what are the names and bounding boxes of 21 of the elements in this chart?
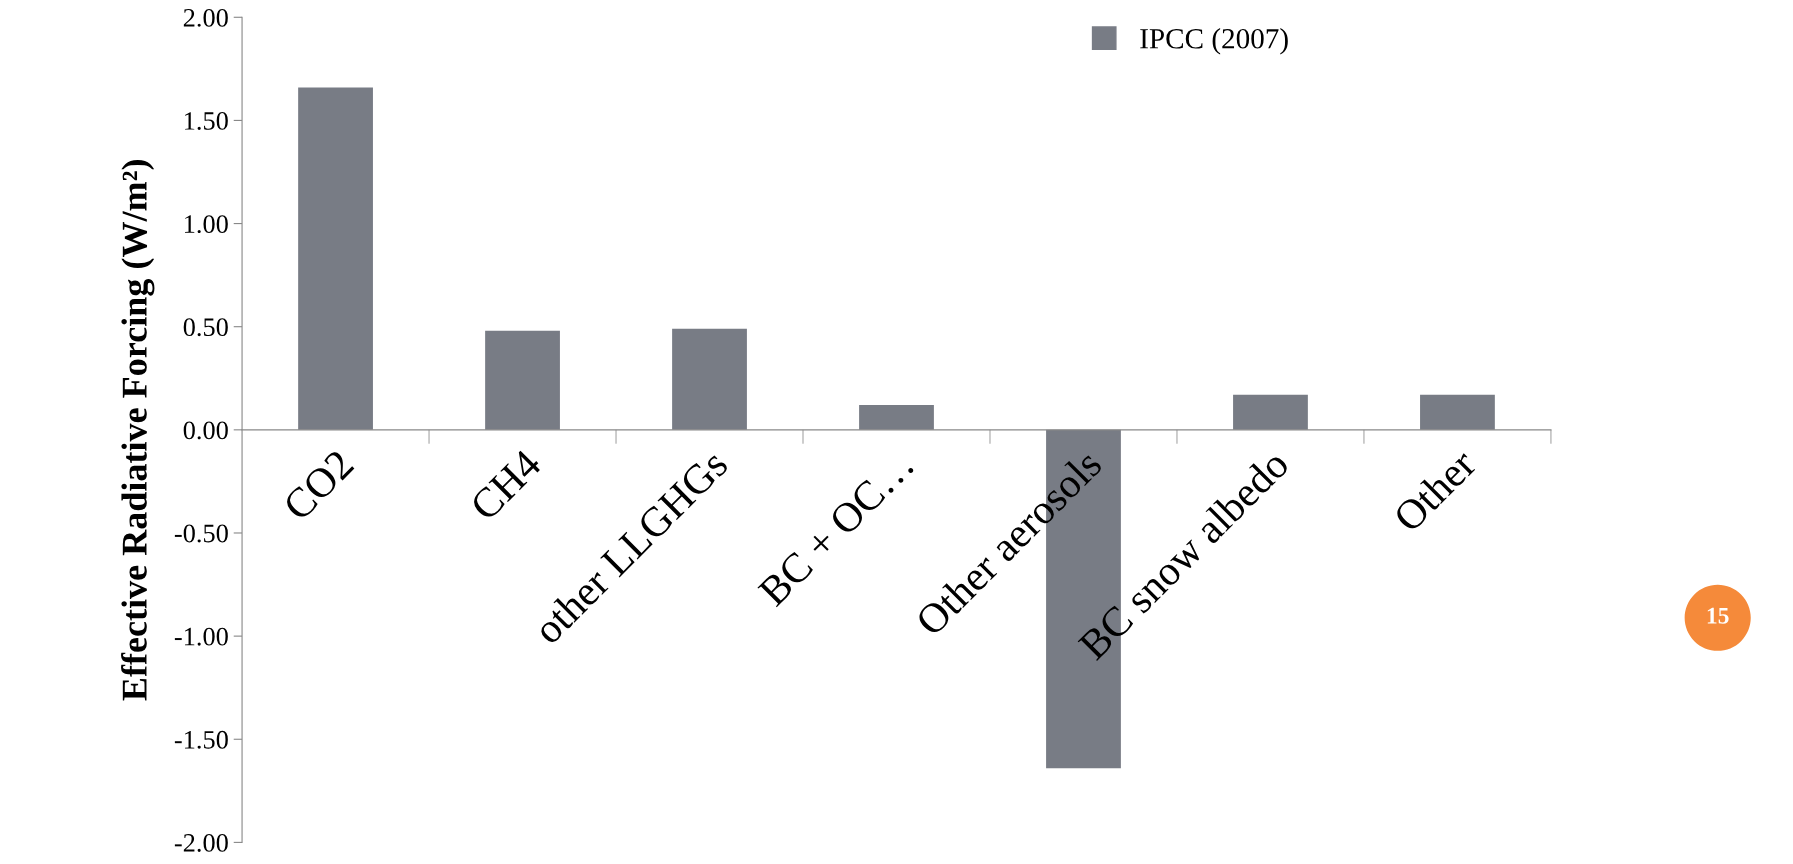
legend-label: IPCC (2007): [1140, 28, 1288, 55]
x-tick-label: CH4: [469, 447, 543, 522]
x-tick-label: CO2: [282, 449, 355, 522]
bar: [859, 405, 934, 430]
bar: [1233, 394, 1308, 430]
bar: [672, 328, 747, 430]
y-tick-label: 1.00: [185, 215, 228, 234]
y-tick-label: 0.00: [183, 421, 228, 440]
text: 15: [1707, 607, 1729, 624]
bar: [485, 330, 560, 430]
x-tick-label: BC + OC…: [757, 450, 915, 608]
y-axis-title: Effective Radiative Forcing (W/m²): [121, 160, 155, 701]
y-tick-label: 0.50: [183, 318, 228, 337]
y-tick-label: -2.00: [174, 834, 228, 852]
bar: [1420, 394, 1495, 430]
y-tick-label: -1.00: [174, 627, 228, 646]
y-tick-label: -1.50: [174, 730, 228, 749]
y-tick-label: 2.00: [183, 8, 228, 27]
bar: [298, 87, 373, 430]
y-tick-label: -0.50: [174, 524, 228, 543]
y-tick-label: 1.50: [185, 112, 228, 130]
